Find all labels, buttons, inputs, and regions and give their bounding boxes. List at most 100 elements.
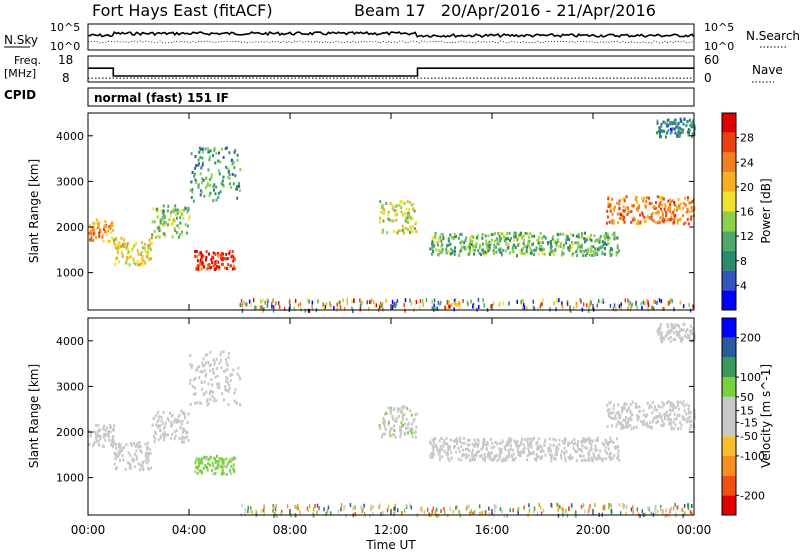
echo-cell: [605, 440, 608, 444]
echo-cell: [206, 468, 209, 472]
echo-cell: [592, 459, 594, 463]
echo-cell: [414, 430, 417, 434]
echo-cell: [191, 190, 194, 194]
echo-cell: [606, 209, 609, 213]
echo-cell: [128, 256, 131, 260]
echo-cell: [514, 235, 517, 239]
echo-cell: [655, 201, 657, 205]
echo-cell: [471, 240, 474, 243]
clutter-cell: [687, 505, 690, 510]
echo-cell: [231, 250, 234, 253]
echo-cell: [231, 457, 234, 461]
echo-cell: [613, 417, 616, 421]
echo-cell: [541, 236, 544, 240]
clutter-cell: [557, 513, 560, 518]
echo-cell: [212, 358, 215, 362]
echo-band-3: [189, 350, 242, 407]
echo-cell: [101, 444, 104, 448]
echo-cell: [653, 408, 656, 412]
echo-cell: [198, 464, 201, 468]
echo-cell: [213, 362, 216, 366]
clutter-cell: [522, 303, 525, 307]
echo-cell: [206, 398, 209, 402]
echo-cell: [641, 213, 644, 217]
clutter-cell: [421, 299, 424, 303]
echo-cell: [463, 245, 466, 249]
echo-cell: [402, 423, 404, 427]
echo-cell: [583, 237, 586, 241]
echo-cell: [457, 236, 460, 240]
echo-cell: [215, 266, 218, 270]
echo-cell: [130, 443, 133, 447]
echo-cell: [224, 385, 227, 389]
echo-cell: [581, 440, 584, 443]
echo-cell: [609, 205, 612, 209]
echo-cell: [385, 202, 388, 205]
echo-cell: [594, 444, 597, 448]
echo-cell: [199, 156, 202, 159]
echo-cell: [677, 131, 680, 135]
echo-cell: [604, 449, 607, 453]
echo-cell: [219, 353, 222, 357]
echo-cell: [606, 232, 609, 236]
echo-cell: [623, 404, 626, 408]
echo-cell: [580, 458, 583, 462]
echo-cell: [193, 174, 196, 178]
echo-cell: [617, 221, 619, 225]
echo-cell: [399, 410, 402, 414]
echo-cell: [400, 429, 403, 433]
echo-cell: [171, 219, 174, 223]
echo-cell: [656, 408, 658, 412]
y-tick-label: 1000: [56, 472, 84, 485]
clutter-cell: [273, 514, 275, 518]
echo-cell: [682, 214, 685, 218]
echo-cell: [656, 131, 659, 135]
echo-cell: [214, 161, 217, 165]
echo-cell: [671, 323, 674, 327]
clutter-cell: [503, 513, 506, 518]
echo-cell: [559, 242, 562, 246]
clutter-cell: [667, 300, 670, 305]
clutter-cell: [608, 505, 610, 510]
clutter-cell: [468, 504, 470, 509]
echo-cell: [139, 463, 142, 467]
echo-cell: [144, 249, 147, 253]
echo-cell: [92, 444, 94, 448]
echo-cell: [393, 433, 396, 437]
colorbar-tick-label: -100: [740, 450, 765, 463]
clutter-cell: [631, 511, 634, 516]
echo-cell: [117, 455, 120, 459]
echo-cell: [171, 235, 174, 239]
echo-cell: [551, 249, 554, 253]
clutter-cell: [584, 509, 586, 514]
clutter-cell: [381, 304, 383, 308]
echo-cell: [490, 446, 493, 450]
clutter-cell: [587, 510, 589, 515]
echo-cell: [547, 446, 550, 450]
clutter-cell: [323, 507, 325, 512]
echo-cell: [678, 135, 681, 138]
echo-cell: [184, 207, 187, 211]
echo-cell: [110, 231, 113, 235]
clutter-cell: [433, 298, 436, 303]
echo-cell: [410, 413, 413, 417]
echo-cell: [205, 390, 208, 394]
echo-cell: [483, 437, 486, 441]
echo-cell: [232, 368, 235, 372]
echo-cell: [154, 430, 156, 434]
echo-cell: [379, 200, 382, 204]
echo-cell: [552, 437, 555, 441]
echo-cell: [231, 162, 234, 166]
echo-cell: [203, 456, 206, 460]
echo-cell: [383, 210, 386, 214]
echo-cell: [190, 152, 193, 156]
echo-cell: [408, 214, 411, 218]
echo-cell: [104, 230, 107, 234]
echo-cell: [616, 246, 619, 250]
echo-cell: [117, 240, 120, 244]
echo-cell: [665, 410, 668, 414]
cpid-label: CPID: [4, 88, 36, 102]
echo-cell: [206, 466, 209, 469]
clutter-cell: [533, 506, 536, 511]
echo-cell: [483, 452, 486, 456]
